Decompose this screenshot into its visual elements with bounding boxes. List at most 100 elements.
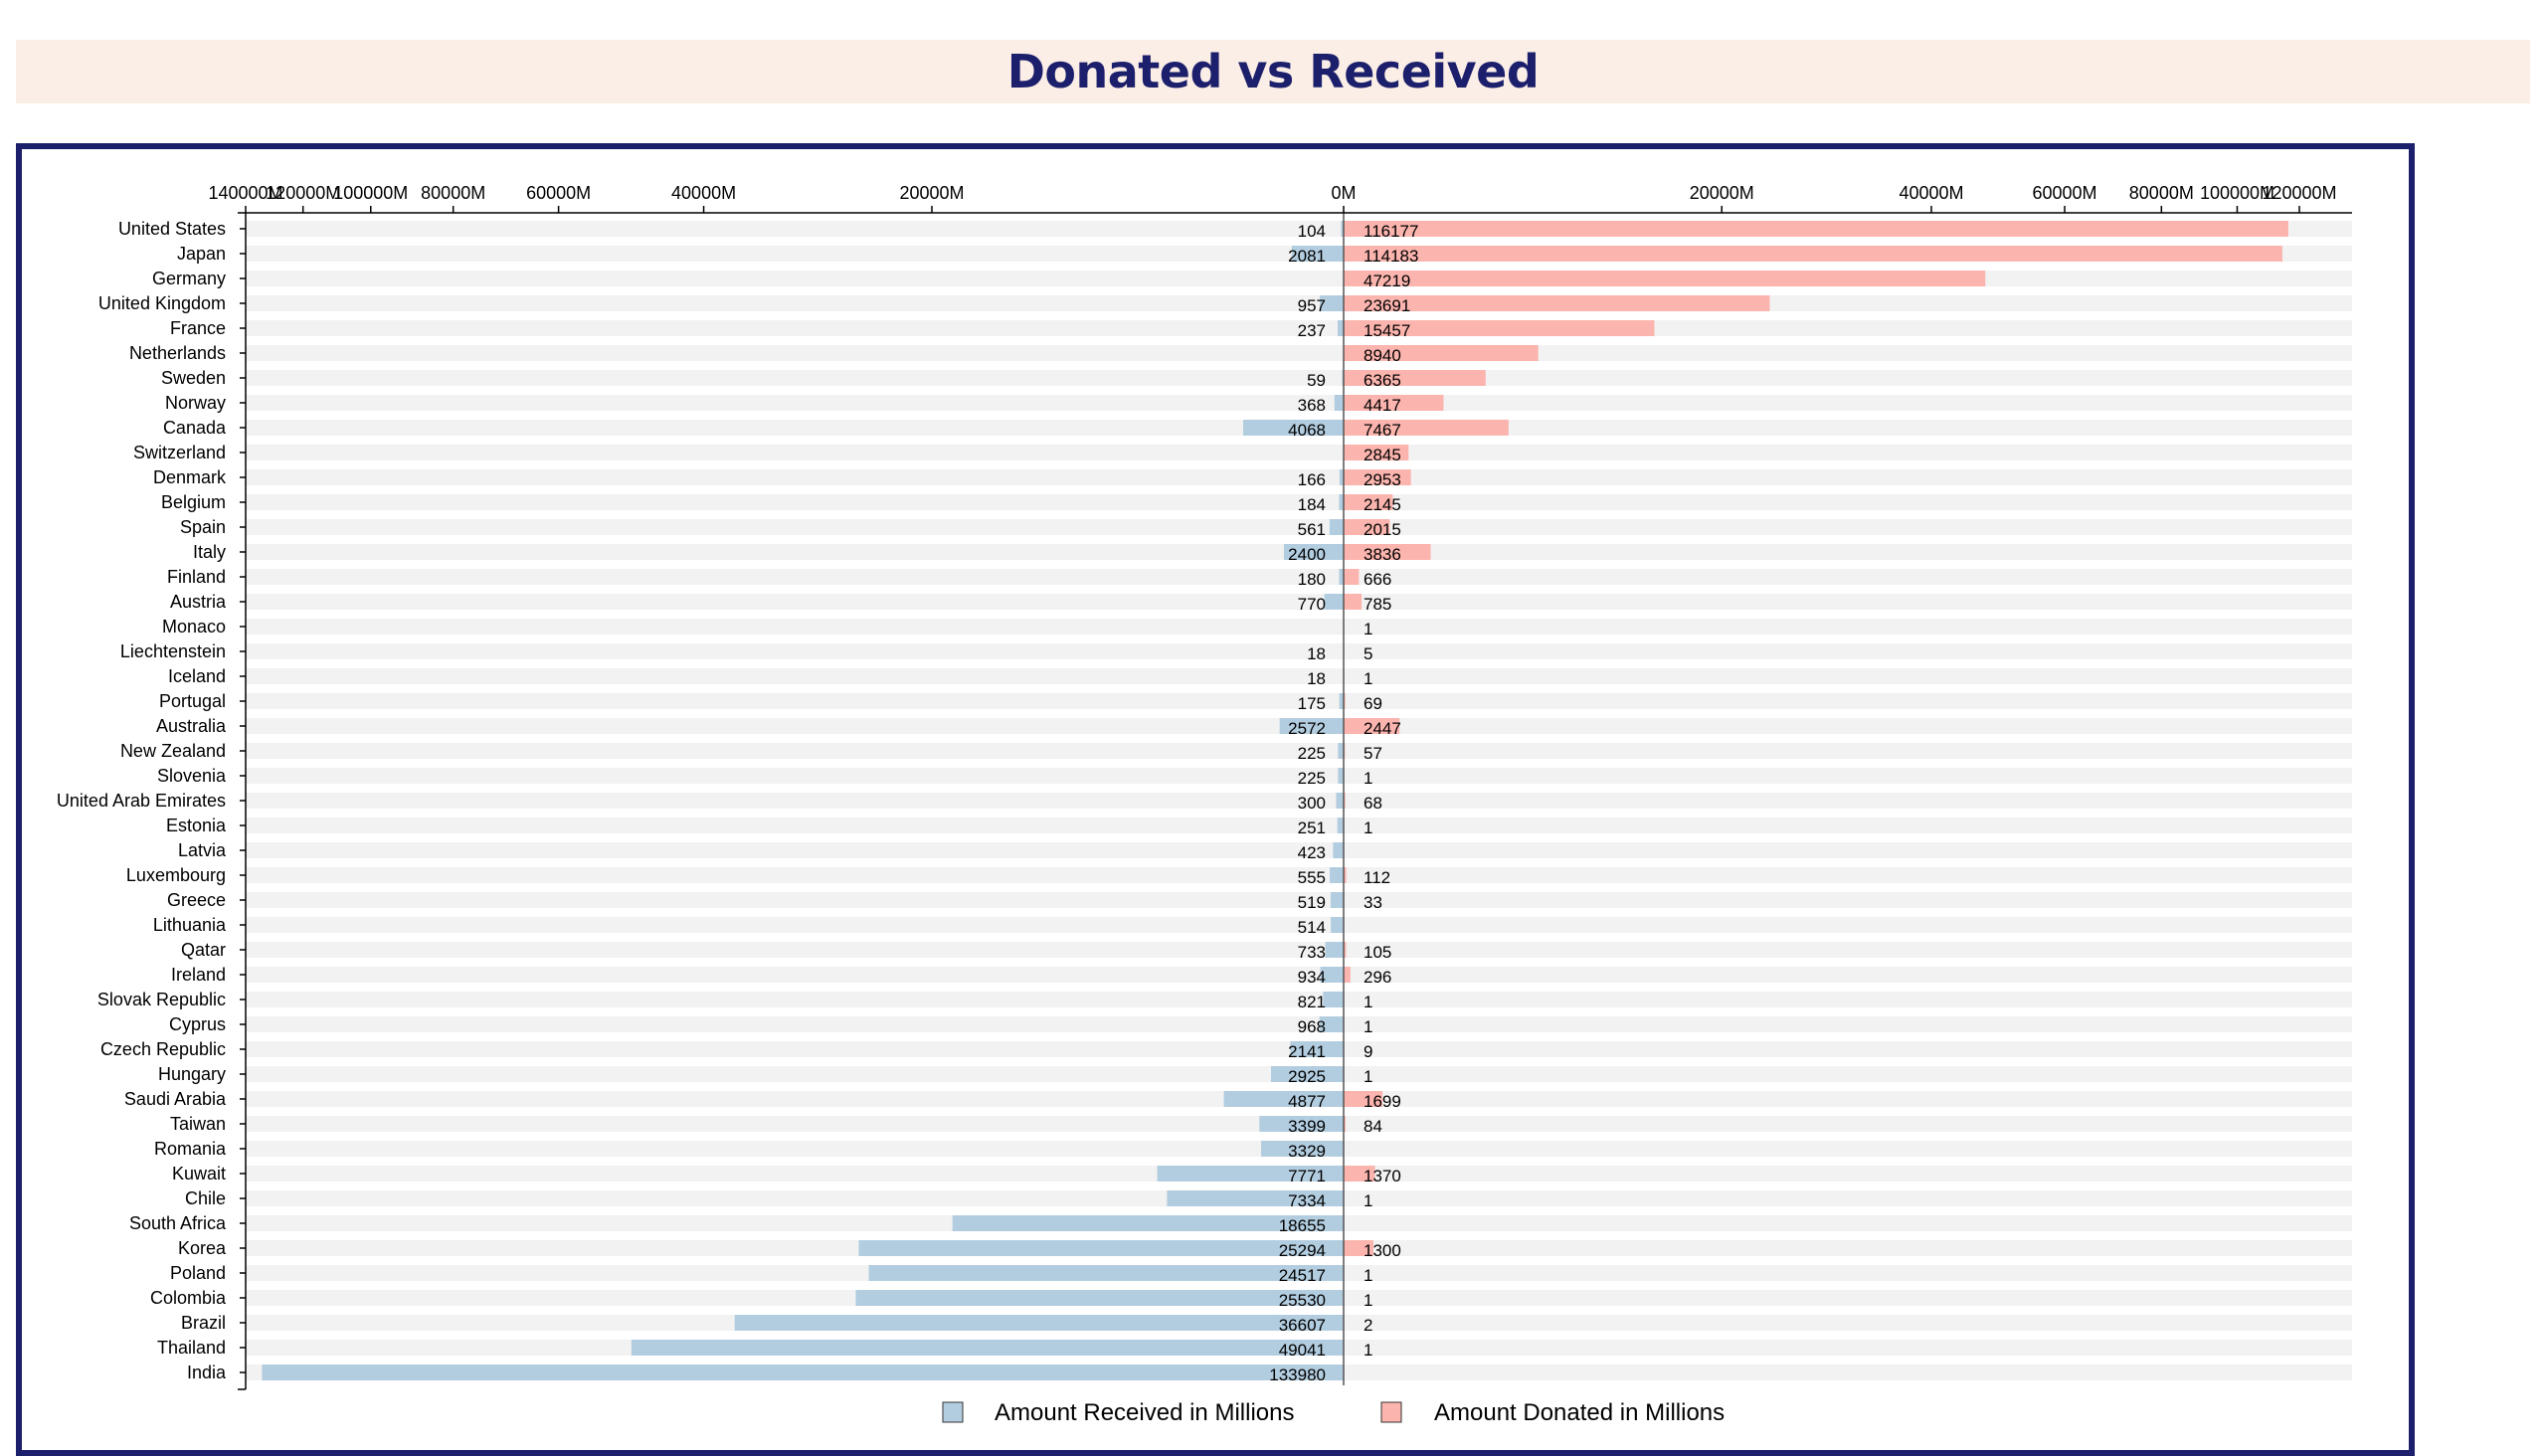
category-label: Sweden — [161, 368, 226, 388]
received-value-label: 7771 — [1288, 1167, 1326, 1185]
received-value-label: 514 — [1298, 918, 1326, 937]
category-label: France — [170, 318, 226, 338]
donated-value-label: 1 — [1364, 1291, 1372, 1310]
x-axis-tick-label: 20000M — [899, 183, 964, 203]
received-value-label: 2081 — [1288, 247, 1326, 266]
received-bar — [1325, 594, 1344, 610]
received-value-label: 25294 — [1279, 1241, 1326, 1260]
row-background — [246, 668, 2352, 684]
category-label: South Africa — [129, 1213, 227, 1233]
received-value-label: 2925 — [1288, 1067, 1326, 1086]
category-label: Italy — [193, 542, 226, 562]
category-label: Switzerland — [133, 443, 226, 462]
category-label: Canada — [163, 418, 227, 438]
received-value-label: 18 — [1307, 669, 1326, 688]
legend-received-label: Amount Received in Millions — [995, 1399, 1294, 1426]
x-axis-tick-label: 80000M — [421, 183, 485, 203]
donated-value-label: 296 — [1364, 968, 1391, 987]
received-value-label: 934 — [1298, 968, 1326, 987]
donated-value-label: 1370 — [1364, 1167, 1401, 1185]
donated-value-label: 114183 — [1364, 247, 1418, 266]
received-value-label: 2572 — [1288, 719, 1326, 738]
category-label: United States — [118, 219, 226, 239]
category-label: Monaco — [162, 617, 226, 637]
category-label: Colombia — [150, 1288, 227, 1308]
received-value-label: 237 — [1298, 321, 1326, 340]
donated-value-label: 116177 — [1364, 222, 1418, 241]
category-label: Qatar — [181, 940, 226, 960]
x-axis-tick-label: 40000M — [671, 183, 736, 203]
received-value-label: 225 — [1298, 769, 1326, 788]
donated-value-label: 105 — [1364, 943, 1391, 962]
category-label: Czech Republic — [100, 1039, 226, 1059]
donated-value-label: 15457 — [1364, 321, 1410, 340]
legend-donated-swatch — [1381, 1402, 1401, 1422]
category-label: Romania — [154, 1139, 227, 1159]
received-value-label: 423 — [1298, 843, 1326, 862]
received-bar — [855, 1290, 1344, 1306]
received-bar — [1331, 917, 1344, 933]
category-label: Slovak Republic — [97, 990, 226, 1009]
donated-value-label: 1300 — [1364, 1241, 1401, 1260]
donated-value-label: 2447 — [1364, 719, 1401, 738]
category-label: United Kingdom — [98, 293, 226, 313]
donated-value-label: 47219 — [1364, 272, 1410, 290]
received-bar — [1333, 842, 1344, 858]
category-label: Denmark — [153, 467, 227, 487]
received-bar — [1326, 942, 1344, 958]
donated-bar — [1344, 271, 1985, 286]
received-value-label: 166 — [1298, 470, 1326, 489]
donated-value-label: 68 — [1364, 794, 1382, 813]
received-value-label: 821 — [1298, 993, 1326, 1011]
donated-value-label: 5 — [1364, 644, 1372, 663]
donated-value-label: 1699 — [1364, 1092, 1401, 1111]
received-value-label: 733 — [1298, 943, 1326, 962]
category-label: Australia — [156, 716, 227, 736]
category-label: United Arab Emirates — [57, 791, 226, 811]
received-value-label: 18 — [1307, 644, 1326, 663]
chart-title: Donated vs Received — [1007, 45, 1540, 98]
x-axis-tick-label: 120000M — [266, 183, 340, 203]
donated-value-label: 7467 — [1364, 421, 1401, 440]
received-bar — [1330, 867, 1344, 883]
legend-donated-label: Amount Donated in Millions — [1434, 1399, 1725, 1426]
donated-value-label: 57 — [1364, 744, 1382, 763]
donated-value-label: 9 — [1364, 1042, 1372, 1061]
donated-value-label: 2 — [1364, 1316, 1372, 1335]
received-value-label: 251 — [1298, 819, 1326, 837]
received-bar — [1338, 320, 1344, 336]
category-label: Thailand — [157, 1338, 226, 1358]
donated-value-label: 2145 — [1364, 495, 1401, 514]
received-value-label: 24517 — [1279, 1266, 1326, 1285]
donated-value-label: 3836 — [1364, 545, 1401, 564]
donated-value-label: 1 — [1364, 819, 1372, 837]
x-axis-tick-label: 120000M — [2262, 183, 2336, 203]
category-label: Spain — [180, 517, 226, 537]
category-label: Slovenia — [157, 766, 227, 786]
donated-value-label: 84 — [1364, 1117, 1382, 1136]
category-label: Portugal — [159, 691, 226, 711]
x-axis-tick-label: 80000M — [2129, 183, 2194, 203]
received-bar — [262, 1365, 1344, 1380]
category-label: Kuwait — [172, 1164, 226, 1183]
received-value-label: 184 — [1298, 495, 1326, 514]
received-value-label: 175 — [1298, 694, 1326, 713]
category-label: Cyprus — [169, 1014, 226, 1034]
received-value-label: 561 — [1298, 520, 1326, 539]
category-label: Luxembourg — [126, 865, 226, 885]
row-background — [246, 445, 2352, 460]
donated-value-label: 1 — [1364, 620, 1372, 638]
donated-bar — [1344, 569, 1359, 585]
x-axis-tick-label: 20000M — [1690, 183, 1754, 203]
received-value-label: 3329 — [1288, 1142, 1326, 1161]
received-value-label: 368 — [1298, 396, 1326, 415]
category-label: India — [187, 1363, 227, 1382]
donated-bar — [1344, 594, 1362, 610]
donated-value-label: 2845 — [1364, 446, 1401, 464]
x-axis-tick-label: 60000M — [526, 183, 591, 203]
x-axis-tick-label: 40000M — [1899, 183, 1963, 203]
received-value-label: 957 — [1298, 296, 1326, 315]
row-background — [246, 370, 2352, 386]
